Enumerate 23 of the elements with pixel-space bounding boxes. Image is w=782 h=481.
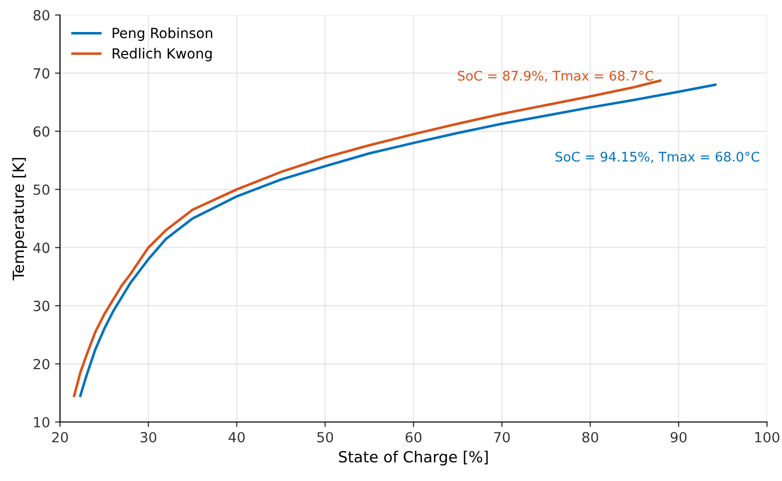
annotation: SoC = 87.9%, Tmax = 68.7°C (458, 70, 654, 82)
x-tick-label: 70 (494, 432, 510, 442)
x-tick-label: 90 (670, 432, 687, 442)
y-tick-label: 60 (34, 126, 50, 137)
x-tick-label: 40 (228, 432, 245, 442)
legend-label: Peng Robinson (112, 28, 212, 41)
x-tick-label: 30 (140, 432, 156, 442)
x-tick-label: 80 (582, 432, 598, 442)
y-tick-label: 80 (34, 10, 50, 20)
y-tick-label: 10 (34, 416, 50, 428)
x-tick-label: 60 (406, 432, 422, 442)
y-tick-label: 50 (34, 184, 50, 195)
x-axis-title: State of Charge [%] (339, 450, 488, 466)
x-tick-label: 20 (52, 432, 68, 442)
y-tick-label: 70 (34, 68, 50, 79)
y-tick-label: 40 (33, 242, 50, 254)
annotation: SoC = 94.15%, Tmax = 68.0°C (556, 152, 760, 164)
y-tick-label: 30 (34, 300, 50, 312)
x-tick-label: 50 (317, 432, 334, 442)
y-axis-title: Temperature [K] (12, 158, 28, 280)
x-tick-label: 100 (755, 432, 780, 442)
legend-label: Redlich Kwong (112, 48, 212, 62)
y-tick-label: 20 (34, 358, 50, 370)
